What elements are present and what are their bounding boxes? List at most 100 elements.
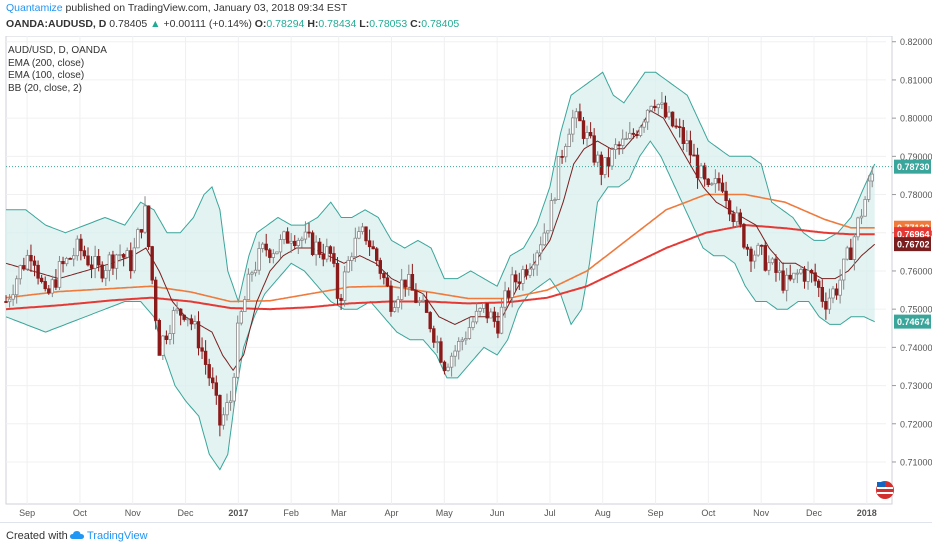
candle-up	[143, 205, 147, 233]
candle-up	[521, 269, 525, 284]
candle-down	[788, 274, 792, 280]
candle-up	[613, 144, 618, 150]
candle-up	[603, 157, 607, 175]
candle-up	[350, 256, 354, 261]
legend-ema100[interactable]: EMA (100, close)	[8, 70, 85, 81]
candle-down	[592, 135, 596, 163]
candle-up	[75, 238, 79, 257]
candle-down	[364, 226, 368, 242]
legend-bb[interactable]: BB (20, close, 2)	[8, 82, 82, 94]
candle-down	[631, 132, 636, 135]
candle-down	[834, 288, 839, 296]
candle-down	[703, 165, 707, 180]
candle-up	[104, 269, 108, 279]
candle-up	[574, 111, 578, 119]
candle-up	[660, 102, 664, 105]
candle-down	[36, 264, 40, 279]
x-tick-label: Oct	[73, 508, 88, 518]
candle-up	[499, 306, 504, 334]
x-tick-label: Dec	[806, 508, 823, 518]
candle-up	[136, 229, 140, 249]
open-label: O:	[254, 18, 267, 30]
bb-lower-line	[5, 140, 875, 471]
candle-up	[72, 255, 76, 260]
y-tick-label: 0.71000	[900, 457, 932, 467]
candle-down	[79, 238, 83, 252]
candle-down	[371, 246, 375, 250]
candle-down	[439, 341, 443, 363]
candle-down	[599, 154, 603, 175]
candle-down	[688, 140, 693, 156]
candle-down	[663, 102, 668, 118]
candle-down	[268, 249, 272, 258]
candle-down	[196, 321, 201, 349]
candle-down	[514, 274, 518, 283]
candle-up	[118, 254, 122, 256]
x-tick-label: Jun	[490, 508, 505, 518]
candle-up	[303, 231, 308, 240]
x-tick-label: Sep	[648, 508, 664, 518]
price-axis[interactable]: 0.820000.810000.800000.790000.780000.770…	[892, 37, 932, 467]
candle-up	[296, 239, 300, 246]
candle-up	[7, 298, 12, 303]
candle-down	[524, 269, 529, 276]
candle-down	[189, 318, 194, 325]
price-tag-bg	[894, 159, 931, 174]
candle-up	[250, 272, 254, 275]
candle-up	[767, 262, 771, 271]
candle-down	[678, 126, 682, 128]
candle-up	[831, 288, 835, 299]
candle-up	[863, 198, 867, 217]
candle-up	[713, 178, 718, 185]
legend-title: AUD/USD, D, OANDA	[8, 45, 107, 56]
candle-down	[307, 231, 311, 234]
candle-up	[474, 310, 479, 323]
time-axis[interactable]: Sep Oct Nov Dec 2017 Feb Mar Apr May Jun Jul Aug Sep…	[19, 508, 877, 518]
candle-up	[710, 183, 714, 186]
candle-up	[642, 121, 646, 128]
candle-up	[453, 350, 457, 357]
candle-up	[346, 260, 350, 273]
price-tag-label: 0.76964	[897, 230, 930, 240]
x-tick-label: May	[436, 508, 454, 518]
candle-down	[68, 257, 72, 260]
candle-up	[845, 247, 849, 260]
tradingview-logo-text[interactable]: TradingView	[70, 530, 148, 542]
candle-down	[335, 262, 340, 299]
candle-down	[121, 254, 126, 258]
price-chart[interactable]: 0.820000.810000.800000.790000.780000.770…	[0, 35, 932, 522]
candle-down	[560, 156, 564, 158]
candle-up	[571, 117, 575, 135]
candle-up	[752, 254, 757, 262]
chart-area[interactable]: 0.820000.810000.800000.790000.780000.770…	[0, 35, 932, 522]
candle-down	[492, 311, 497, 322]
author-link[interactable]: Quantamize	[6, 2, 63, 14]
y-tick-label: 0.82000	[900, 37, 932, 47]
candle-up	[866, 180, 871, 200]
candle-up	[243, 299, 247, 313]
candle-up	[171, 310, 176, 334]
price-tag-bg	[894, 314, 931, 329]
price-tag-label: 0.74674	[897, 317, 930, 327]
candle-up	[842, 258, 846, 281]
candle-up	[278, 239, 283, 253]
candle-up	[225, 402, 229, 416]
ohlc-line: OANDA:AUDUSD, D 0.78405 ▲ +0.00111 (+0.1…	[6, 16, 459, 32]
x-tick-label: Feb	[283, 508, 299, 518]
candle-down	[745, 246, 750, 250]
candle-up	[417, 300, 422, 303]
x-tick-label: 2018	[857, 508, 877, 518]
x-tick-label: Oct	[701, 508, 716, 518]
legend-ema200[interactable]: EMA (200, close)	[8, 57, 85, 69]
price-tag-label: 0.78730	[897, 162, 930, 172]
y-tick-label: 0.80000	[900, 114, 932, 124]
candle-down	[403, 279, 407, 288]
y-tick-label: 0.79000	[900, 152, 932, 162]
flag-icon[interactable]	[876, 481, 894, 499]
candle-down	[97, 255, 101, 266]
candle-down	[39, 277, 44, 282]
candle-down	[157, 319, 161, 356]
created-with-text: Created with	[6, 530, 68, 542]
y-tick-label: 0.76000	[900, 266, 932, 276]
candle-up	[656, 104, 660, 109]
